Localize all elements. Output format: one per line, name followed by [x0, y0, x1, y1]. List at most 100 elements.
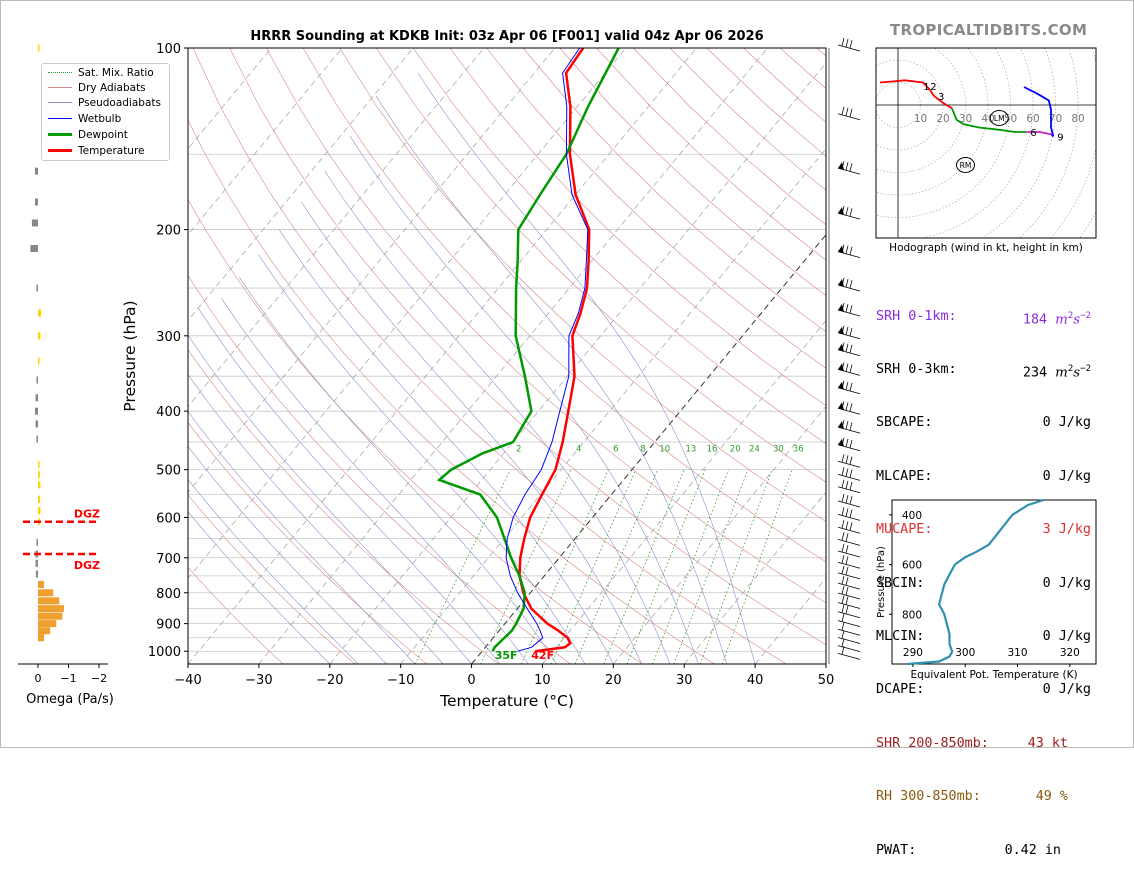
wind-barb-flag [842, 544, 844, 552]
stat-value: 43 kt [1028, 735, 1068, 753]
wind-barb [838, 614, 860, 627]
omega-bar [30, 245, 38, 252]
wind-barb-flag [846, 327, 848, 335]
wind-barb-flag [842, 38, 844, 46]
stat-label: SRH 0-3km: [876, 361, 957, 379]
wind-barb [838, 206, 860, 219]
wind-barb [838, 401, 860, 414]
wind-barb-flag [850, 482, 852, 490]
wind-barb-shaft [838, 461, 860, 467]
omega-bar [35, 168, 38, 175]
mixing-ratio-label: 13 [686, 444, 697, 454]
stat-mucape: MUCAPE: 3 J/kg [876, 521, 1091, 539]
wind-barb-flag [846, 439, 848, 447]
omega-bar [38, 581, 44, 588]
wind-barb-flag [842, 107, 844, 115]
hodo-ring-label: 20 [936, 113, 949, 125]
dgz-label: DGZ [74, 508, 100, 521]
x-tick-label: 50 [818, 673, 835, 688]
wind-barb-flag [842, 631, 844, 639]
surface-temperature-label: 42F [531, 649, 554, 662]
omega-bar [38, 605, 64, 612]
legend-item-mix: Sat. Mix. Ratio [42, 65, 169, 81]
site-watermark: TROPICALTIDBITS.COM [890, 21, 1087, 39]
wind-barb [838, 343, 860, 356]
legend-item-moist: Pseudoadiabats [42, 95, 169, 111]
omega-bar [38, 45, 40, 52]
mixing-ratio-label: 6 [613, 444, 618, 454]
wind-barb [838, 278, 860, 291]
legend-label: Sat. Mix. Ratio [78, 65, 154, 81]
stat-rh: RH 300-850mb:49 % [876, 788, 1091, 806]
wind-barb [838, 420, 860, 433]
stat-label: MLCAPE: [876, 468, 932, 486]
stat-value: 0 J/kg [1043, 575, 1091, 593]
mixing-ratio-line [575, 470, 658, 664]
stat-mlcape: MLCAPE:0 J/kg [876, 468, 1091, 486]
wind-barb [838, 622, 860, 635]
mixing-ratio-label: 10 [659, 444, 670, 454]
legend-item-dry: Dry Adiabats [42, 80, 169, 96]
wind-barb [838, 596, 860, 609]
stat-value: 3 J/kg [1043, 521, 1091, 539]
stat-sbcin: SBCIN:0 J/kg [876, 575, 1091, 593]
hodo-height-label: 1 [923, 82, 929, 93]
hodo-ring-label: 80 [1071, 113, 1084, 125]
wind-barb-flag [846, 469, 848, 477]
omega-bar [36, 539, 38, 546]
stat-mlcin: MLCIN:0 J/kg [876, 628, 1091, 646]
stat-label: SRH 0-1km: [876, 308, 957, 326]
stat-value: 0 J/kg [1043, 628, 1091, 646]
wind-barb-shaft [838, 653, 860, 659]
wind-barb-flag [842, 596, 844, 604]
x-tick-label: 30 [676, 673, 693, 688]
omega-bar [38, 620, 56, 627]
wind-barb-flag [846, 545, 848, 553]
wind-barb [838, 555, 860, 568]
wind-barb-shaft [838, 573, 860, 579]
omega-bar [38, 496, 40, 503]
x-tick-label: 40 [747, 673, 764, 688]
omega-bar [36, 436, 38, 443]
hodo-height-label: 3 [938, 92, 944, 103]
omega-bar [36, 394, 38, 401]
wind-barb-flag [846, 108, 848, 116]
stat-value: 0 J/kg [1043, 414, 1091, 432]
wind-barb-flag [846, 534, 848, 542]
x-tick-label: 0 [467, 673, 475, 688]
stat-label: SBCAPE: [876, 414, 932, 432]
isotherm [401, 48, 910, 664]
wind-barb [838, 520, 860, 533]
wind-barb-shaft [838, 514, 860, 520]
omega-axis-label: Omega (Pa/s) [26, 692, 114, 707]
wind-barb-flag [846, 382, 848, 390]
wind-barb-flag [850, 280, 852, 288]
mixing-ratio-label: 8 [640, 444, 645, 454]
wind-barb [838, 303, 860, 316]
mixing-ratio-label: 16 [707, 444, 718, 454]
mixing-ratio-line [674, 470, 748, 664]
hodo-height-label: 6 [1030, 128, 1036, 139]
x-tick-label: −30 [245, 673, 272, 688]
wind-barb-shaft [838, 629, 860, 635]
surface-dewpoint-label: 35F [495, 649, 518, 662]
wind-barb-flag [850, 440, 852, 448]
omega-bar [36, 420, 38, 427]
stat-label: RH 300-850mb: [876, 788, 981, 806]
wind-barb-flag [846, 421, 848, 429]
wind-barb-shaft [838, 562, 860, 568]
wind-barb-shaft [838, 45, 860, 51]
wind-barb-shaft [838, 539, 860, 545]
stat-shear: SHR 200-850mb:43 kt [876, 735, 1091, 753]
pseudoadiabat [158, 369, 415, 664]
wind-barb-flag [842, 520, 844, 528]
legend-label: Dewpoint [78, 127, 128, 143]
pseudoadiabat [239, 277, 556, 664]
stat-label: MUCAPE: [876, 521, 932, 539]
wind-barb-flag [846, 39, 848, 47]
wind-barb-flag [850, 109, 852, 117]
wind-barb [838, 381, 860, 394]
mixing-ratio-label: 30 [773, 444, 784, 454]
wind-barb-flag [846, 344, 848, 352]
mixing-ratio-label: 2 [516, 444, 521, 454]
